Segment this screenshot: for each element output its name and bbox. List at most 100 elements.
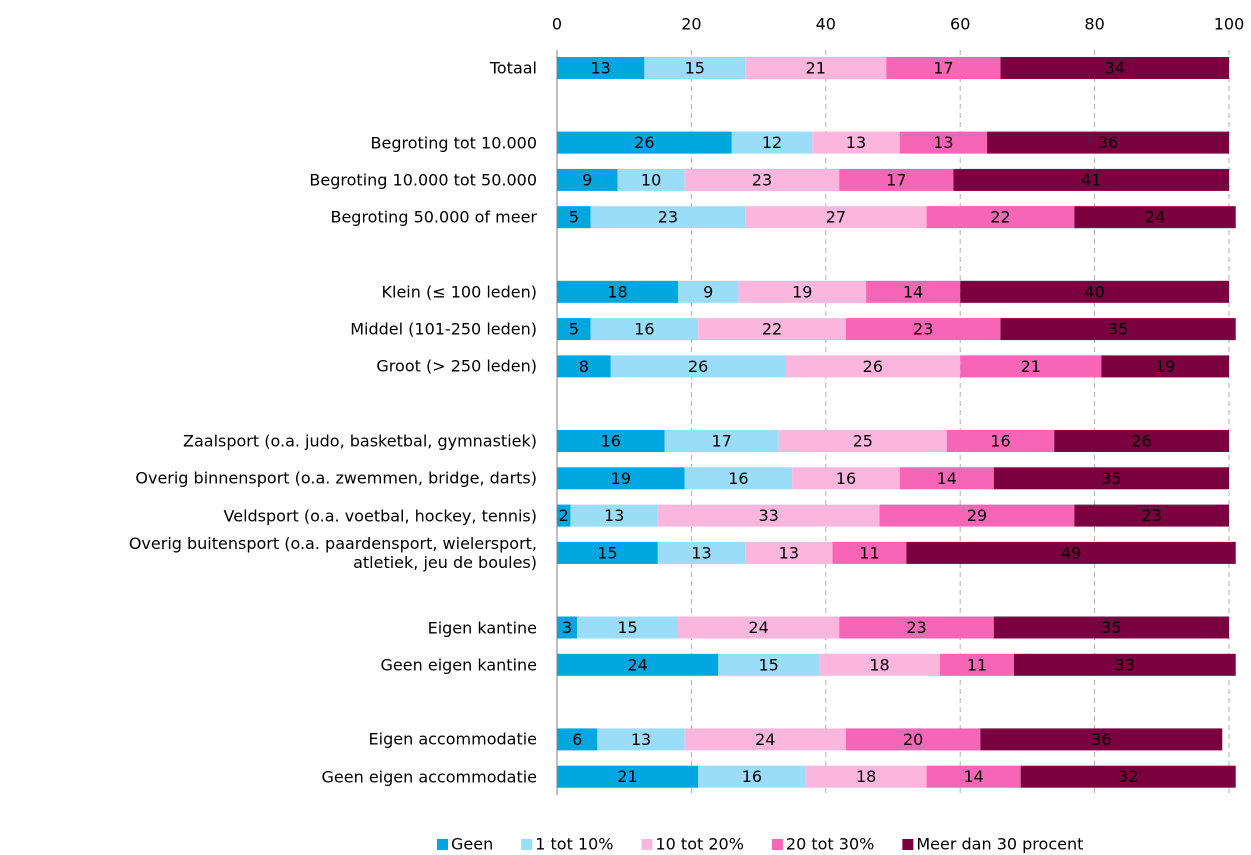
legend-label: 20 tot 30% [786,835,874,854]
bar-segment [610,355,786,378]
bar-segment [657,541,746,564]
bar-segment [557,57,645,79]
data-label: 16 [990,432,1010,451]
bar-segment [557,728,598,751]
x-tick-label: 60 [950,15,970,34]
bar-segment [839,168,954,191]
bar-segment [718,653,820,676]
bar-segment [845,728,981,751]
bar-segment [980,728,1223,751]
data-label: 17 [886,170,906,189]
x-tick-label: 0 [552,15,562,34]
data-label: 19 [792,282,812,301]
bar-segment [745,541,833,564]
data-label: 3 [562,618,572,637]
data-label: 6 [572,730,582,749]
bar-segment [785,355,961,378]
bar-segment [926,206,1075,229]
bar-segment [738,280,867,303]
data-label: 49 [1061,543,1081,562]
bar-segment [570,504,658,527]
grid [690,50,1230,795]
data-label: 25 [853,432,873,451]
y-tick-label: Middel (101-250 leden) [350,319,537,339]
bar-segment [845,318,1001,341]
bar-segment [953,168,1229,191]
bar-segment [993,467,1229,490]
bar-segment [664,430,779,452]
data-label: 15 [685,59,705,78]
data-label: 24 [627,655,647,674]
bar-segment [960,355,1102,378]
data-label: 16 [836,469,856,488]
bar-segment [557,206,591,229]
y-tick-label: Eigen accommodatie [368,729,537,749]
bar-segment [684,728,846,751]
data-label: 13 [846,133,866,152]
y-tick-label: Klein (≤ 100 leden) [381,282,537,302]
bar-segment [557,318,591,341]
bar-segment [839,616,994,639]
legend-swatch [437,839,448,850]
data-label: 26 [1131,432,1151,451]
data-label: 11 [859,543,879,562]
data-label: 33 [759,506,779,525]
bar-segment [946,430,1055,452]
data-label: 41 [1081,170,1101,189]
y-tick-label: Begroting 10.000 tot 50.000 [309,170,537,190]
data-label: 13 [631,730,651,749]
data-label: 23 [906,618,926,637]
bar-segment [819,653,941,676]
bar-segment [778,430,947,452]
data-label: 5 [569,208,579,227]
data-label: 13 [779,543,799,562]
bar-segment [906,541,1236,564]
data-label: 27 [826,208,846,227]
data-label: 35 [1108,320,1128,339]
bar-segment [557,616,578,639]
data-label: 10 [641,170,661,189]
data-label: 14 [937,469,957,488]
data-label: 17 [711,432,731,451]
x-tick-label: 80 [1084,15,1104,34]
bar-segment [731,131,813,154]
data-label: 16 [601,432,621,451]
bar-segment [745,57,887,79]
data-label: 24 [1145,208,1165,227]
data-label: 21 [1021,357,1041,376]
data-label: 15 [597,543,617,562]
bar-segment [597,728,685,751]
bar-segment [557,280,678,303]
bar-segment [644,57,746,79]
bar-segment [812,131,900,154]
bar-segment [684,168,840,191]
y-tick-label: Totaal [489,58,537,78]
bar-segment [557,168,618,191]
bar-segment [993,616,1229,639]
legend-swatch [521,839,533,850]
bar-segment [557,355,611,378]
data-label: 29 [967,506,987,525]
data-label: 34 [1105,59,1125,78]
bar-segment [805,765,927,788]
bar-segment [557,653,719,676]
legend-label: 1 tot 10% [535,835,613,854]
data-label: 16 [742,767,762,786]
bar-segment [879,504,1075,527]
data-label: 35 [1101,618,1121,637]
bar-segment [1074,504,1229,527]
bar-segment [557,131,732,154]
data-label: 19 [1155,357,1175,376]
data-label: 13 [591,59,611,78]
data-label: 26 [863,357,883,376]
data-label: 24 [755,730,775,749]
bar-segment [960,280,1229,303]
y-tick-label: Veldsport (o.a. voetbal, hockey, tennis) [223,506,537,526]
bar-segment [832,541,907,564]
data-label: 26 [634,133,654,152]
data-label: 40 [1084,282,1104,301]
data-label: 22 [762,320,782,339]
data-label: 13 [691,543,711,562]
data-label: 36 [1098,133,1118,152]
